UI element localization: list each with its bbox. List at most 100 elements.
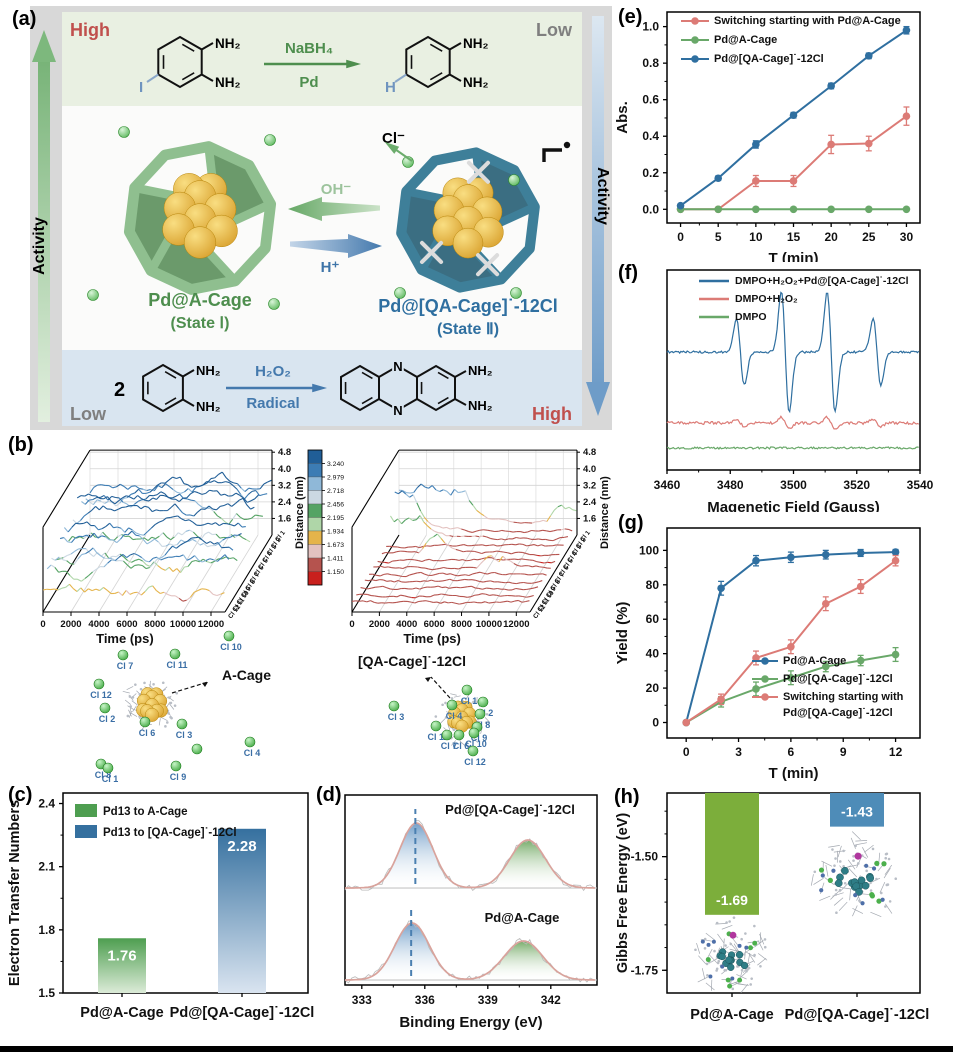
md-trace-segment <box>221 556 227 560</box>
md-trace-segment <box>471 585 476 589</box>
md-trace-segment <box>374 601 378 604</box>
panel-e-label: (e) <box>618 6 643 28</box>
md-trace-segment <box>398 575 403 578</box>
cage-name-label: [QA-Cage]˙-12Cl <box>358 653 466 669</box>
dft-structure-graphic <box>694 916 768 993</box>
cl-ion-label: Cl 4 <box>446 711 463 721</box>
md-trace-segment <box>451 547 457 550</box>
md-trace-segment <box>254 494 260 500</box>
atom-dot <box>842 849 845 853</box>
md-trace-segment <box>364 587 369 590</box>
md-trace-segment <box>228 546 234 551</box>
md-trace-segment <box>105 522 111 527</box>
colorbar-tick-label: 2.195 <box>327 515 344 522</box>
md-trace-segment <box>220 554 226 559</box>
green-atom <box>752 940 758 946</box>
md-trace-segment <box>242 537 247 541</box>
md-trace-segment <box>193 511 199 517</box>
bond-stick <box>849 888 851 901</box>
bond-stick <box>124 699 132 705</box>
md-trace-segment <box>144 505 149 508</box>
atom-dot <box>842 865 845 868</box>
md-trace-segment <box>480 512 485 517</box>
md-trace-segment <box>200 533 206 540</box>
colorbar-segment <box>307 571 323 586</box>
md-trace-segment <box>247 490 253 495</box>
md-trace-segment <box>407 596 412 599</box>
md-trace-segment <box>151 536 156 540</box>
distance-axis-title: Distance (nm) <box>294 476 306 549</box>
panel-e-absorbance-chart: 0 5 10 15 20 25 30 0.0 0.2 0.4 0.6 0.8 1.0 T (min) Abs… <box>614 11 921 262</box>
bond-stick <box>757 957 767 966</box>
md-trace-segment <box>104 500 109 504</box>
md-trace-segment <box>417 483 422 488</box>
distance-tick-label: 4.8 <box>583 447 596 458</box>
md-trace-segment <box>153 558 158 564</box>
bond-stick <box>717 933 725 944</box>
md-trace-segment <box>190 499 195 502</box>
atom-dot <box>143 681 146 685</box>
x-tick-label: 3500 <box>780 478 807 492</box>
cl-ion-dot <box>170 760 182 772</box>
md-trace-segment <box>428 485 433 489</box>
md-trace-segment <box>205 558 211 561</box>
axis-edge <box>529 534 578 613</box>
bond-stick <box>723 938 725 950</box>
md-trace-segment <box>118 591 123 596</box>
md-trace-segment <box>390 580 395 583</box>
bond-stick <box>709 954 718 964</box>
bar-value-label: -1.69 <box>716 892 748 908</box>
cage-edge <box>203 246 239 284</box>
md-trace-segment <box>427 521 433 526</box>
time-axis-title: Time (ps) <box>96 631 154 646</box>
md-trace-segment <box>404 595 409 598</box>
colorbar-tick-label: 2.979 <box>327 475 344 482</box>
blue-atom <box>820 873 825 878</box>
md-trace-segment <box>435 489 440 493</box>
md-trace-segment <box>393 518 399 523</box>
md-trace-segment <box>129 592 134 595</box>
md-trace-segment <box>530 544 535 546</box>
activity-arrow-right <box>586 16 610 416</box>
md-trace-segment <box>89 487 95 494</box>
plot-frame <box>62 792 309 994</box>
atom-dot <box>886 883 890 886</box>
pd-qa-cage-graphic <box>396 147 540 293</box>
md-trace-segment <box>446 526 451 530</box>
distance-tick-label: 1.6 <box>583 513 596 524</box>
cage-edge <box>230 200 273 226</box>
md-trace-segment <box>531 582 535 584</box>
cl-ion-dot <box>430 720 442 732</box>
md-trace-segment <box>83 512 89 517</box>
md-trace-segment <box>374 595 379 598</box>
md-trace-segment <box>216 505 221 511</box>
cl-position-scatter: A-Cage Cl 10 Cl 7 Cl 11 Cl 12 Cl 2 Cl 6 Cl 3 Cl … <box>90 630 271 784</box>
md-trace-segment <box>156 556 161 561</box>
teal-atom <box>834 879 843 888</box>
md-trace-segment <box>167 496 172 500</box>
atom-dot <box>694 948 697 952</box>
green-atom <box>818 867 825 873</box>
atom-dot <box>875 877 878 881</box>
md-trace-segment <box>356 593 361 596</box>
md-trace-segment <box>476 509 481 514</box>
bar-value-label: 2.28 <box>227 838 256 855</box>
md-trace-segment <box>209 541 215 545</box>
md-trace-segment <box>388 560 393 564</box>
time-tick-label: 10000 <box>170 619 196 630</box>
floor-grid <box>126 534 175 613</box>
md-trace-segment <box>156 590 161 594</box>
bond-stick <box>825 864 829 877</box>
x-tick-label: 6 <box>788 745 795 759</box>
md-trace-segment <box>126 493 132 499</box>
time-axis-title: Time (ps) <box>403 631 461 646</box>
md-trace-segment <box>534 586 539 589</box>
md-trace-segment <box>83 521 88 524</box>
md-trace-segment <box>560 528 565 531</box>
md-trace-segment <box>167 594 172 597</box>
time-tick-label: 2000 <box>369 619 390 630</box>
md-trace-segment <box>164 479 170 484</box>
x-tick-label: 20 <box>824 230 838 244</box>
md-trace-segment <box>130 564 136 569</box>
atom-dot <box>169 701 173 705</box>
